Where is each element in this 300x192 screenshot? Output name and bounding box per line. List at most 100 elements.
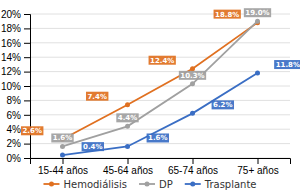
legend-label: Hemodiálisis bbox=[63, 179, 127, 190]
x-tick: 65-74 años bbox=[168, 158, 218, 176]
data-labels: 2.6% 7.4% 12.4% 18.8% 1.6% 4.4% 10.3% 19.0% 0.4%… bbox=[21, 8, 300, 151]
y-tick-label: 12% bbox=[1, 66, 21, 77]
data-label: 18.8% bbox=[214, 10, 241, 19]
data-label-bg bbox=[147, 133, 169, 142]
legend-marker bbox=[49, 182, 54, 187]
data-label: 4.4% bbox=[116, 113, 138, 122]
series-point bbox=[60, 144, 65, 149]
legend-entry: Trasplante bbox=[185, 179, 257, 190]
data-label-bg bbox=[149, 56, 176, 65]
data-label-bg bbox=[86, 92, 108, 101]
y-tick-label: 0% bbox=[7, 153, 22, 164]
series-line bbox=[63, 21, 258, 146]
legend-label: Trasplante bbox=[204, 179, 257, 190]
x-tick-mark bbox=[258, 158, 259, 164]
data-label-text: 1.6% bbox=[53, 134, 72, 142]
y-tick: 20% bbox=[1, 9, 30, 20]
data-label: 0.4% bbox=[82, 142, 104, 151]
data-label-text: 18.8% bbox=[215, 11, 239, 19]
data-label: 6.2% bbox=[212, 100, 234, 109]
grid-line bbox=[30, 100, 290, 101]
y-tick: 16% bbox=[1, 38, 30, 49]
y-tick-mark bbox=[24, 14, 30, 15]
grid bbox=[30, 14, 290, 158]
series-line bbox=[63, 23, 258, 140]
data-label: 10.3% bbox=[179, 71, 206, 80]
y-tick-mark bbox=[24, 115, 30, 116]
y-tick-label: 20% bbox=[1, 9, 21, 20]
legend-marker bbox=[190, 182, 195, 187]
data-label: 1.6% bbox=[147, 133, 169, 142]
y-tick: 6% bbox=[7, 110, 30, 121]
series-point bbox=[125, 102, 130, 107]
y-tick: 8% bbox=[7, 95, 30, 106]
x-tick-label: 15-44 años bbox=[38, 165, 88, 176]
y-tick: 10% bbox=[1, 81, 30, 92]
data-label: 2.6% bbox=[21, 126, 43, 135]
data-label-text: 2.6% bbox=[22, 127, 41, 135]
data-label-bg bbox=[244, 8, 271, 17]
data-label-text: 1.6% bbox=[148, 134, 167, 142]
data-label-bg bbox=[21, 126, 43, 135]
series-point bbox=[125, 124, 130, 129]
legend-marker bbox=[145, 182, 150, 187]
marks bbox=[60, 19, 260, 158]
data-label: 12.4% bbox=[149, 56, 176, 65]
data-label-bg bbox=[214, 10, 241, 19]
y-tick-label: 4% bbox=[7, 124, 22, 135]
x-tick-label: 45-64 años bbox=[103, 165, 153, 176]
data-label-text: 19.0% bbox=[245, 9, 269, 17]
series-point bbox=[190, 81, 195, 86]
series-point bbox=[190, 66, 195, 71]
data-label-text: 6.2% bbox=[213, 101, 232, 109]
data-label-text: 7.4% bbox=[87, 93, 106, 101]
y-tick: 12% bbox=[1, 66, 30, 77]
series-point bbox=[255, 71, 260, 76]
series-point bbox=[60, 153, 65, 158]
x-tick-mark bbox=[193, 158, 194, 164]
chart: 0% 2% 4% 6% 8% 10% 12% 14% 16% 18% 20% 15-44 años 45… bbox=[0, 0, 300, 192]
y-axis-line bbox=[24, 15, 31, 159]
x-tick-label: 75+ años bbox=[237, 165, 278, 176]
y-axis: 0% 2% 4% 6% 8% 10% 12% 14% 16% 18% 20% bbox=[1, 9, 31, 164]
data-label: 11.8% bbox=[274, 60, 300, 69]
y-tick-label: 16% bbox=[1, 38, 21, 49]
data-label-bg bbox=[179, 71, 206, 80]
y-tick-mark bbox=[24, 72, 30, 73]
y-tick-label: 8% bbox=[7, 95, 22, 106]
data-label-bg bbox=[51, 133, 73, 142]
y-tick-label: 18% bbox=[1, 23, 21, 34]
data-label-bg bbox=[116, 113, 138, 122]
grid-line bbox=[30, 71, 290, 72]
data-label-text: 0.4% bbox=[83, 143, 102, 151]
data-label-text: 4.4% bbox=[118, 114, 137, 122]
y-tick-mark bbox=[24, 86, 30, 87]
series-point bbox=[255, 19, 260, 24]
y-tick-mark bbox=[24, 28, 30, 29]
grid-line bbox=[30, 114, 290, 115]
y-tick-label: 6% bbox=[7, 110, 22, 121]
series-point bbox=[190, 111, 195, 116]
data-label-text: 12.4% bbox=[150, 57, 174, 65]
x-tick-mark bbox=[63, 158, 64, 164]
data-label: 1.6% bbox=[51, 133, 73, 142]
y-tick-mark bbox=[24, 43, 30, 44]
grid-line bbox=[30, 42, 290, 43]
y-tick: 0% bbox=[7, 153, 30, 164]
x-tick: 75+ años bbox=[237, 158, 278, 176]
x-tick-label: 65-74 años bbox=[168, 165, 218, 176]
y-tick: 18% bbox=[1, 23, 30, 34]
legend-entry: DP bbox=[139, 179, 173, 190]
x-axis-line bbox=[31, 159, 291, 165]
plot: 0% 2% 4% 6% 8% 10% 12% 14% 16% 18% 20% 15-44 años 45… bbox=[1, 8, 300, 176]
data-label-bg bbox=[274, 60, 300, 69]
legend-label: DP bbox=[159, 179, 173, 190]
data-label-bg bbox=[82, 142, 104, 151]
legend: Hemodiálisis DP Trasplante bbox=[43, 179, 256, 190]
x-axis: 15-44 años 45-64 años 65-74 años 75+ años bbox=[31, 158, 291, 176]
y-tick-mark bbox=[24, 57, 30, 58]
y-tick: 2% bbox=[7, 138, 30, 149]
y-tick-label: 14% bbox=[1, 52, 21, 63]
y-tick-mark bbox=[24, 158, 30, 159]
data-label: 7.4% bbox=[86, 92, 108, 101]
